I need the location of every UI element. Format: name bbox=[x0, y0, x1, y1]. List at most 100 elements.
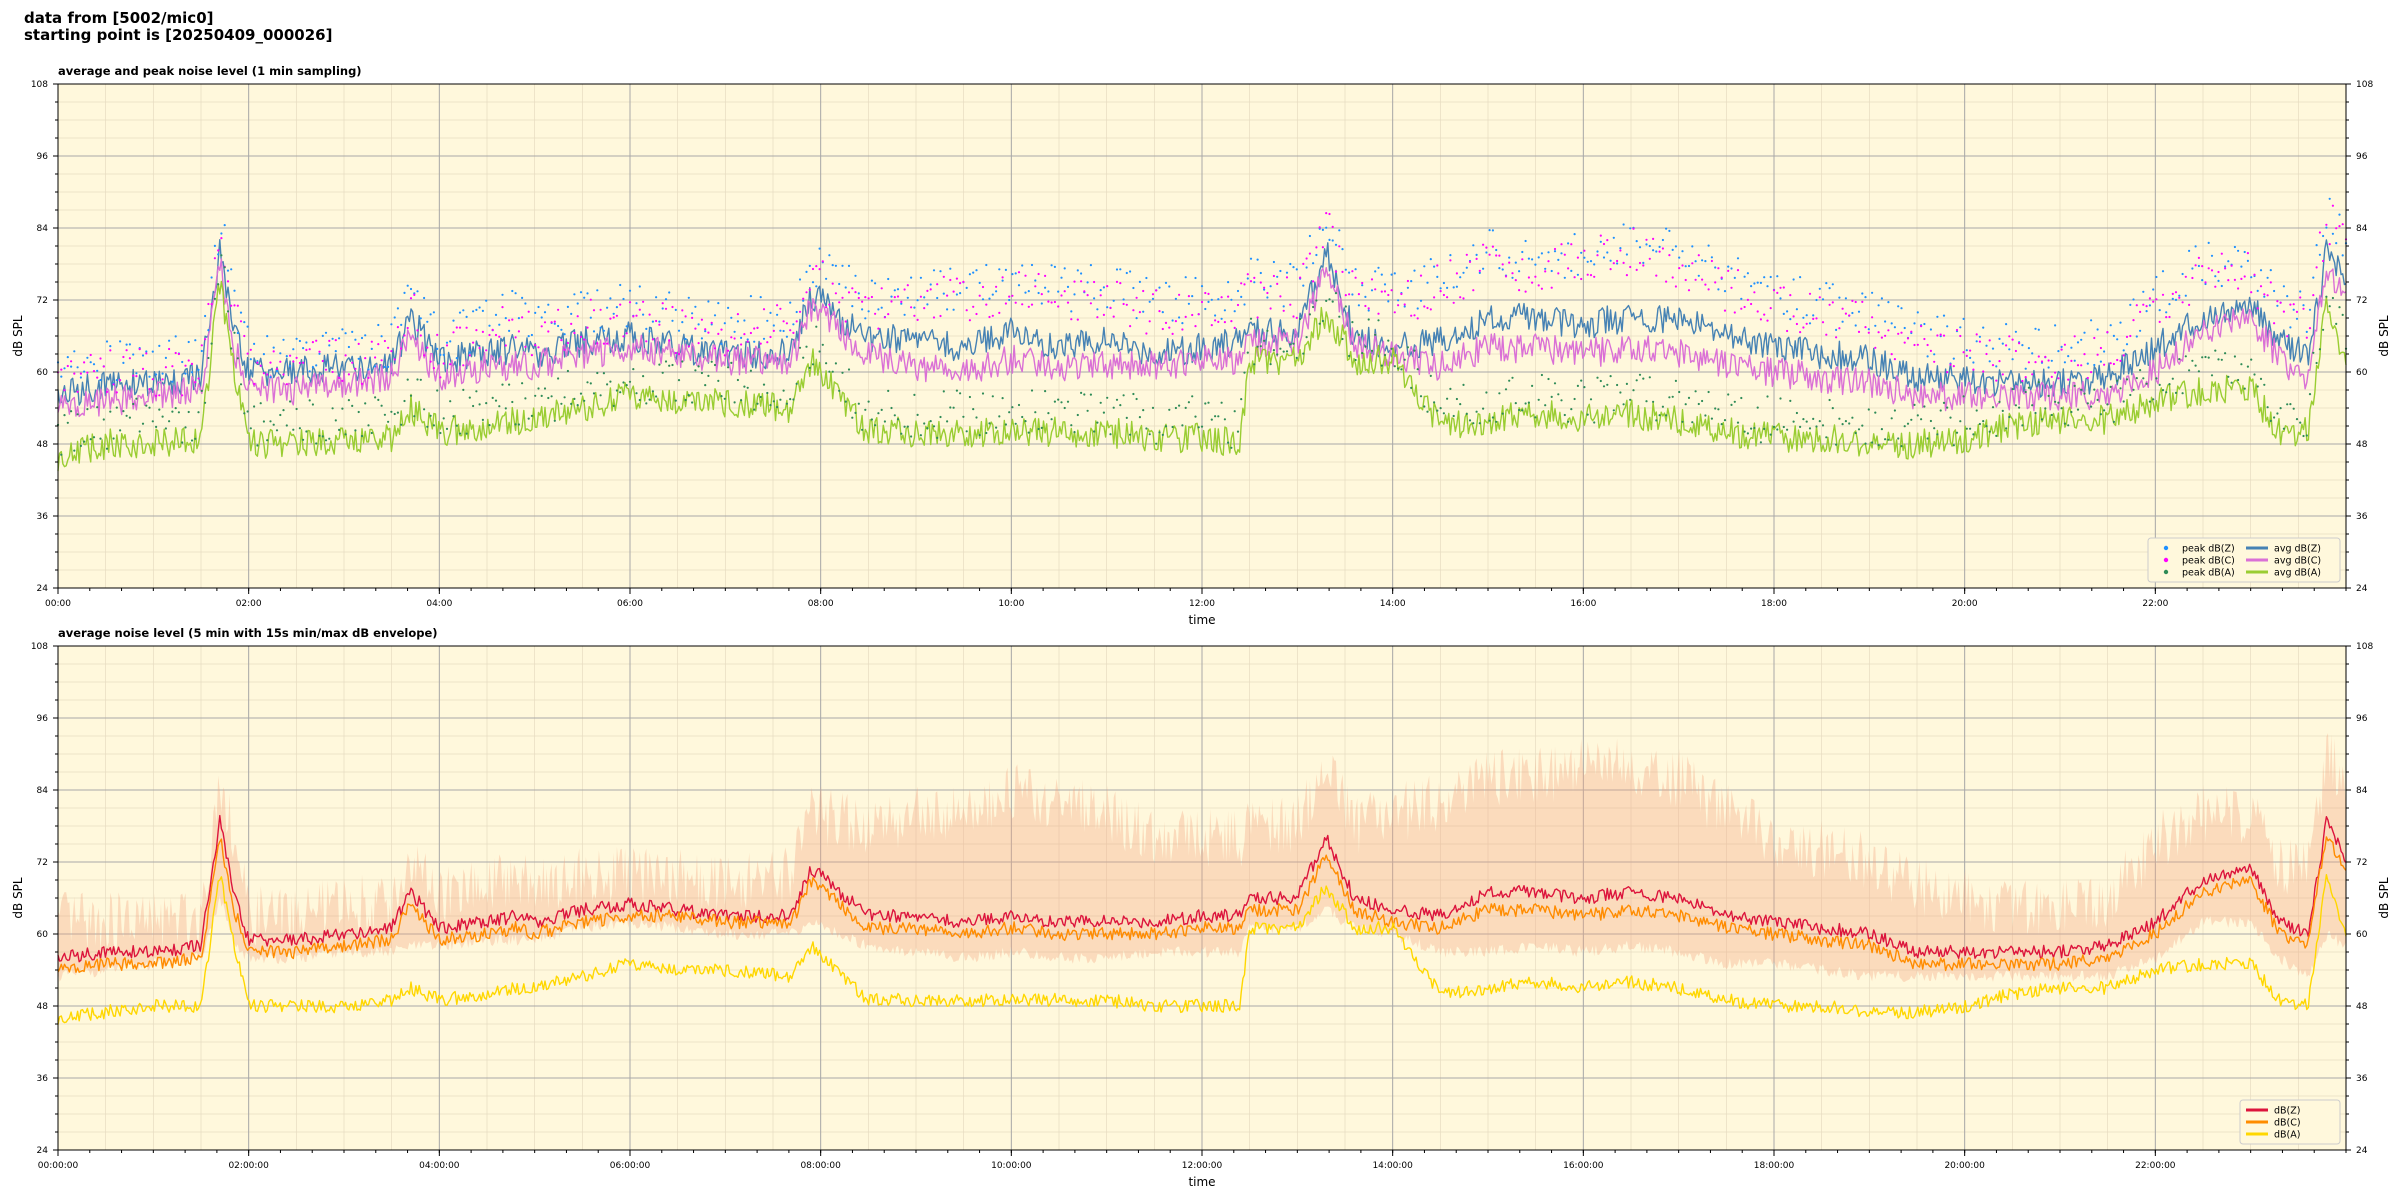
data-point bbox=[1367, 307, 1370, 310]
data-point bbox=[1903, 326, 1906, 330]
data-point bbox=[1897, 437, 1900, 440]
data-point bbox=[1485, 251, 1488, 254]
data-point bbox=[2116, 358, 2119, 362]
data-point bbox=[223, 224, 226, 227]
data-point bbox=[1740, 396, 1743, 400]
data-point bbox=[579, 392, 583, 395]
data-point bbox=[1380, 290, 1383, 293]
data-point bbox=[2119, 359, 2122, 362]
data-point bbox=[2073, 335, 2076, 338]
data-point bbox=[1972, 368, 1975, 371]
data-point bbox=[766, 341, 769, 344]
data-point bbox=[328, 344, 331, 347]
data-point bbox=[1004, 302, 1008, 305]
data-point bbox=[847, 264, 851, 267]
data-point bbox=[1433, 296, 1436, 299]
data-point bbox=[838, 282, 841, 286]
data-point bbox=[1648, 376, 1651, 379]
data-point bbox=[168, 347, 171, 351]
data-point bbox=[426, 346, 429, 349]
data-point bbox=[2282, 285, 2285, 288]
data-point bbox=[1030, 389, 1034, 392]
data-point bbox=[1040, 302, 1043, 305]
data-point bbox=[1246, 351, 1249, 354]
data-point bbox=[1553, 247, 1557, 251]
data-point bbox=[1678, 256, 1681, 259]
data-point bbox=[478, 306, 481, 309]
data-point bbox=[2292, 303, 2295, 306]
data-point bbox=[808, 288, 811, 291]
data-point bbox=[2047, 359, 2050, 362]
data-point bbox=[805, 345, 808, 348]
data-point bbox=[1586, 260, 1589, 263]
data-point bbox=[1161, 311, 1164, 314]
data-point bbox=[1606, 383, 1609, 386]
data-point bbox=[311, 403, 314, 406]
data-point bbox=[615, 314, 619, 317]
data-point bbox=[811, 363, 815, 366]
data-point bbox=[1514, 402, 1517, 405]
data-point bbox=[1537, 256, 1540, 259]
data-point bbox=[2171, 292, 2174, 295]
data-point bbox=[2259, 269, 2263, 272]
data-point bbox=[2063, 343, 2066, 346]
data-point bbox=[576, 315, 579, 318]
header-start-line: starting point is [20250409_000026] bbox=[24, 26, 333, 44]
data-point bbox=[1808, 322, 1812, 325]
y-tick-label: 24 bbox=[37, 584, 49, 594]
data-point bbox=[959, 292, 962, 295]
data-point bbox=[1076, 318, 1079, 321]
data-point bbox=[1547, 377, 1550, 381]
data-point bbox=[880, 306, 883, 309]
data-point bbox=[1053, 265, 1056, 268]
data-point bbox=[1321, 228, 1324, 231]
data-point bbox=[1243, 283, 1246, 286]
data-point bbox=[700, 337, 704, 340]
data-point bbox=[1750, 302, 1753, 306]
data-point bbox=[1537, 284, 1540, 287]
y-axis-label-right: dB SPL bbox=[2377, 315, 2391, 357]
data-point bbox=[883, 316, 887, 319]
data-point bbox=[1874, 324, 1877, 327]
data-point bbox=[1122, 394, 1125, 397]
data-point bbox=[870, 418, 874, 421]
data-point bbox=[1557, 258, 1560, 261]
data-point bbox=[1475, 410, 1478, 413]
data-point bbox=[628, 301, 632, 304]
data-point bbox=[105, 447, 109, 450]
data-point bbox=[1289, 343, 1292, 346]
data-point bbox=[2060, 407, 2063, 410]
data-point bbox=[1187, 295, 1190, 298]
data-point bbox=[1089, 393, 1092, 396]
data-point bbox=[1194, 415, 1197, 418]
data-point bbox=[2250, 276, 2253, 279]
data-point bbox=[1024, 420, 1027, 423]
data-point bbox=[2308, 327, 2312, 330]
data-point bbox=[1740, 307, 1743, 310]
data-point bbox=[563, 333, 566, 336]
data-point bbox=[155, 425, 158, 428]
data-point bbox=[2027, 361, 2030, 364]
data-point bbox=[318, 350, 321, 353]
data-point bbox=[1093, 280, 1096, 284]
data-point bbox=[1462, 271, 1465, 274]
data-point bbox=[677, 329, 681, 332]
data-point bbox=[1857, 330, 1861, 333]
data-point bbox=[1877, 444, 1880, 447]
data-point bbox=[2224, 265, 2227, 268]
data-point bbox=[903, 425, 906, 428]
data-point bbox=[488, 333, 491, 337]
data-point bbox=[406, 378, 409, 381]
data-point bbox=[1687, 289, 1691, 292]
data-point bbox=[2263, 383, 2266, 386]
data-point bbox=[697, 365, 700, 368]
data-point bbox=[1900, 331, 1903, 334]
data-point bbox=[1547, 260, 1550, 263]
data-point bbox=[266, 439, 269, 442]
data-point bbox=[2135, 335, 2138, 338]
data-point bbox=[380, 359, 383, 362]
data-point bbox=[207, 329, 210, 332]
data-point bbox=[1812, 417, 1815, 420]
data-point bbox=[2037, 381, 2040, 384]
series-line bbox=[57, 836, 2347, 973]
